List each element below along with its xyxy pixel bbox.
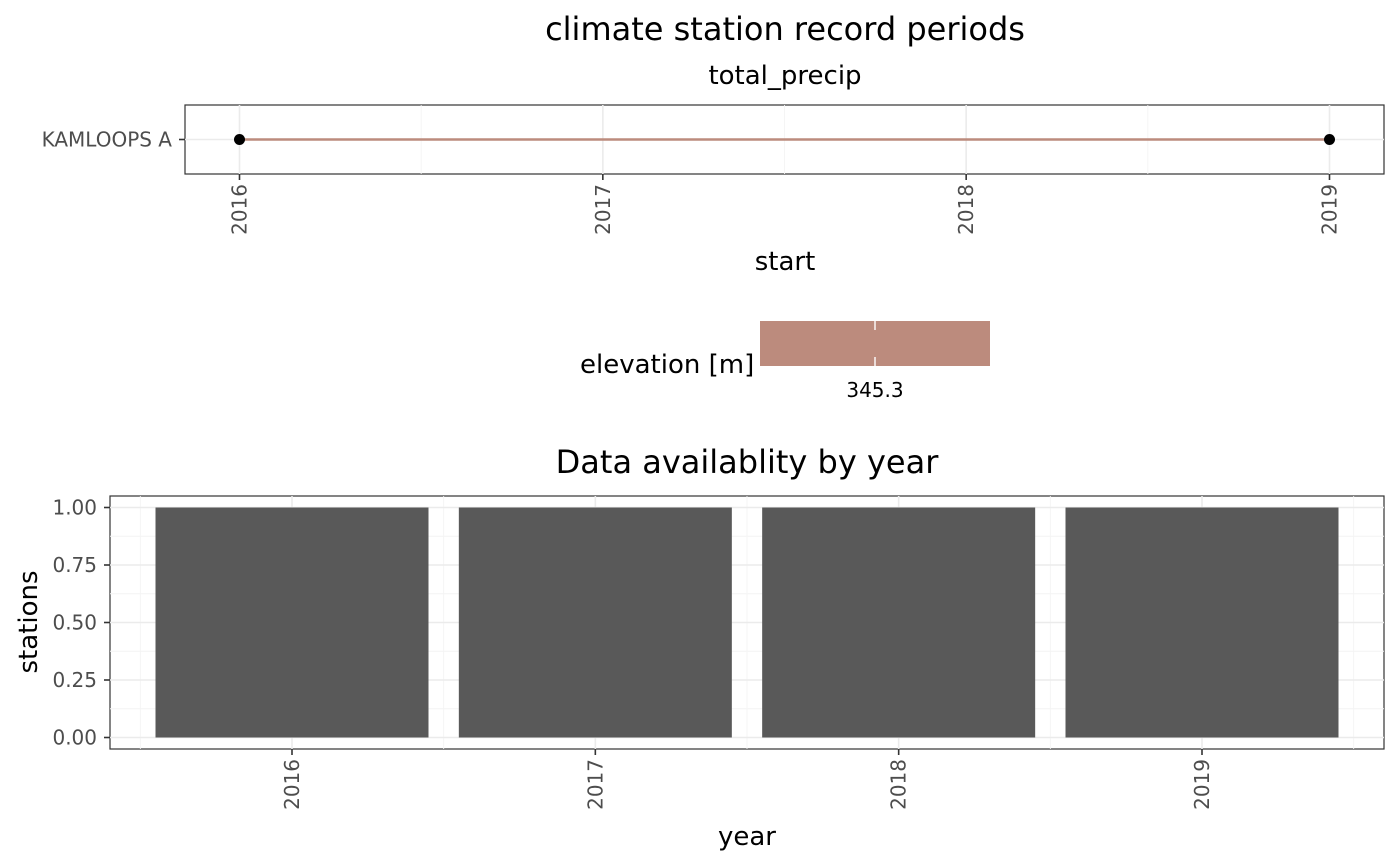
y-tick-label: 0.00 xyxy=(52,726,97,750)
y-axis-title: stations xyxy=(14,570,44,673)
x-axis-title: year xyxy=(718,822,776,852)
y-tick-label: 0.50 xyxy=(52,611,97,635)
period-marks xyxy=(234,134,1335,145)
x-tick-label: 2018 xyxy=(954,184,978,235)
record-periods-chart: climate station record periods total_pre… xyxy=(42,10,1385,277)
x-axis: 2016 2017 2018 2019 xyxy=(280,749,1214,810)
x-tick-label: 2019 xyxy=(1190,759,1214,810)
chart-title: climate station record periods xyxy=(545,10,1025,48)
chart-subtitle: total_precip xyxy=(708,61,861,91)
end-point xyxy=(1324,134,1335,145)
x-tick-label: 2019 xyxy=(1318,184,1342,235)
x-axis-title: start xyxy=(755,247,816,277)
x-tick-label: 2017 xyxy=(591,184,615,235)
x-tick-label: 2017 xyxy=(583,759,607,810)
x-axis: 2016 2017 2018 2019 KAMLOOPS A xyxy=(42,128,1342,235)
x-tick-label: 2016 xyxy=(280,759,304,810)
chart-title: Data availablity by year xyxy=(556,443,940,481)
legend-value-label: 345.3 xyxy=(846,378,903,402)
y-tick-label: 0.75 xyxy=(52,553,97,577)
bar xyxy=(762,507,1036,738)
elevation-legend: elevation [m] 345.3 xyxy=(580,321,990,402)
station-label: KAMLOOPS A xyxy=(42,128,173,152)
start-point xyxy=(234,134,245,145)
y-axis: 0.00 0.25 0.50 0.75 1.00 xyxy=(52,496,110,750)
bar xyxy=(458,507,732,738)
bar xyxy=(155,507,429,738)
bar xyxy=(1065,507,1339,738)
x-tick-label: 2018 xyxy=(887,759,911,810)
bars xyxy=(155,507,1339,738)
x-tick-label: 2016 xyxy=(228,184,252,235)
y-tick-label: 1.00 xyxy=(52,496,97,520)
availability-chart: Data availablity by year 0.00 0.25 0.50 0.7… xyxy=(14,443,1385,852)
legend-title: elevation [m] xyxy=(580,350,754,380)
y-tick-label: 0.25 xyxy=(52,668,97,692)
